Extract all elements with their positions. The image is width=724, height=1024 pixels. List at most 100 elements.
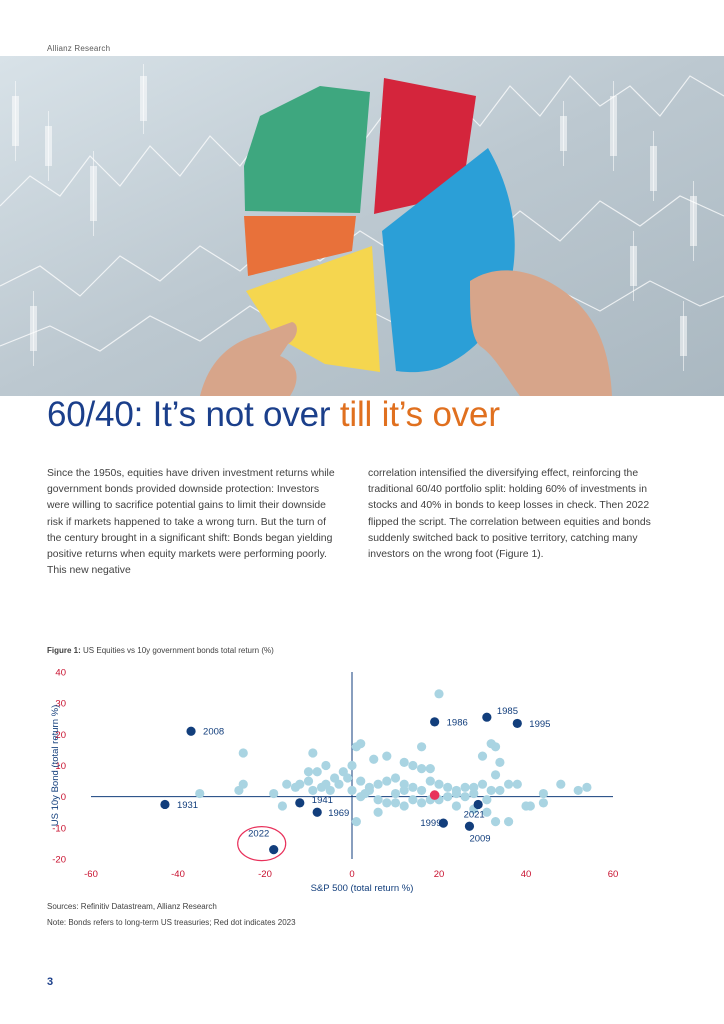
- current-year-point: [429, 790, 440, 800]
- scatter-point: [343, 773, 353, 783]
- body-text-right-column: correlation intensified the diversifying…: [368, 468, 651, 561]
- scatter-point: [425, 776, 435, 786]
- scatter-point: [390, 798, 401, 808]
- scatter-chart: 40 30 20 10 0 -10 -20 -60 -40 -20 0 20 40 60 S&P 500 (…: [40, 660, 680, 896]
- labeled-point-1969: [312, 807, 322, 817]
- scatter-point: [469, 782, 479, 792]
- scatter-point: [308, 785, 318, 796]
- scatter-point: [238, 779, 248, 789]
- scatter-point: [482, 807, 492, 817]
- scatter-point: [434, 779, 444, 789]
- scatter-point: [238, 748, 248, 758]
- scatter-point: [303, 767, 314, 777]
- article-title: 60/40: It’s not over till it’s over: [47, 393, 500, 437]
- scatter-point: [477, 779, 488, 789]
- scatter-point: [582, 782, 592, 792]
- scatter-point: [490, 817, 501, 827]
- labeled-point-1995: [512, 718, 522, 729]
- scatter-point: [460, 792, 470, 802]
- scatter-point: [417, 785, 427, 796]
- scatter-point: [373, 795, 383, 805]
- scatter-point: [330, 773, 340, 783]
- scatter-point: [282, 779, 292, 789]
- scatter-point: [443, 792, 453, 802]
- x-axis-title: S&P 500 (total return %): [311, 883, 414, 894]
- figure-label: Figure 1:: [47, 646, 81, 655]
- scatter-point: [477, 751, 488, 761]
- y-tick-label: 20: [55, 730, 66, 741]
- y-tick-label: 10: [55, 761, 66, 772]
- x-tick-label: 0: [349, 869, 354, 880]
- point-label-1999: 1999: [420, 818, 441, 829]
- hero-pie-chart-photo: [0, 56, 724, 396]
- x-tick-label: -20: [258, 869, 272, 880]
- scatter-point: [351, 817, 361, 827]
- scatter-point: [390, 788, 401, 799]
- scatter-point: [308, 748, 318, 758]
- scatter-point: [538, 798, 548, 808]
- scatter-point: [417, 764, 427, 774]
- scatter-point: [356, 739, 366, 749]
- y-tick-label: 0: [61, 792, 66, 803]
- labeled-point-2022: [269, 845, 279, 855]
- title-main: 60/40: It’s not over: [47, 395, 340, 434]
- scatter-point: [382, 776, 392, 786]
- scatter-point: [504, 817, 514, 827]
- point-label-2022: 2022: [248, 829, 269, 840]
- scatter-point: [360, 788, 370, 799]
- title-accent: till it’s over: [339, 395, 500, 434]
- scatter-chart-svg: 40 30 20 10 0 -10 -20 -60 -40 -20 0 20 40 60 S&P 500 (…: [50, 668, 618, 895]
- y-tick-label: 30: [55, 699, 66, 710]
- figure-note: Note: Bonds refers to long-term US treas…: [47, 918, 296, 927]
- x-tick-label: 20: [434, 869, 445, 880]
- scatter-point: [417, 798, 427, 808]
- highlight-circle-2022: [237, 826, 287, 862]
- figure-caption: Figure 1: US Equities vs 10y government …: [47, 646, 274, 655]
- scatter-point: [373, 807, 383, 817]
- scatter-point: [382, 798, 392, 808]
- labeled-point-2008: [186, 726, 196, 736]
- scatter-point: [525, 801, 535, 811]
- labeled-point-1999: [438, 818, 448, 828]
- scatter-point: [399, 785, 409, 796]
- scatter-point: [390, 773, 401, 783]
- labeled-point-1986: [430, 717, 440, 727]
- scatter-point: [399, 801, 409, 811]
- scatter-point: [369, 754, 379, 764]
- labeled-point-1941: [295, 798, 305, 808]
- scatter-point: [460, 782, 470, 792]
- point-label-1931: 1931: [177, 800, 198, 811]
- scatter-point: [486, 739, 496, 749]
- scatter-point: [347, 760, 357, 771]
- scatter-point: [490, 770, 501, 780]
- figure-source: Sources: Refinitiv Datastream, Allianz R…: [47, 902, 217, 911]
- scatter-point: [399, 757, 409, 767]
- scatter-point: [556, 779, 566, 789]
- scatter-point: [482, 795, 492, 805]
- scatter-point: [451, 788, 461, 799]
- point-label-1941: 1941: [312, 795, 333, 806]
- scatter-point: [408, 795, 418, 805]
- body-text-left-column: Since the 1950s, equities have driven in…: [47, 468, 335, 577]
- scatter-point: [382, 751, 392, 761]
- labeled-point-2009: [464, 821, 475, 831]
- point-label-2008: 2008: [203, 727, 224, 738]
- y-tick-label: -10: [52, 823, 66, 834]
- y-tick-label: 40: [55, 668, 66, 679]
- scatter-point: [277, 801, 287, 811]
- figure-caption-text: US Equities vs 10y government bonds tota…: [83, 646, 274, 655]
- x-tick-label: -60: [84, 869, 98, 880]
- point-label-2009: 2009: [469, 833, 490, 844]
- scatter-point: [504, 779, 514, 789]
- point-label-1969: 1969: [328, 808, 349, 819]
- scatter-point: [303, 776, 314, 786]
- y-tick-label: -20: [52, 855, 66, 866]
- scatter-point: [495, 757, 505, 767]
- scatter-point: [269, 788, 279, 799]
- scatter-point: [443, 782, 453, 792]
- point-label-1986: 1986: [447, 717, 468, 728]
- scatter-point: [486, 785, 496, 796]
- labeled-point-1985: [482, 712, 492, 722]
- scatter-point: [538, 788, 548, 799]
- scatter-point: [417, 742, 427, 752]
